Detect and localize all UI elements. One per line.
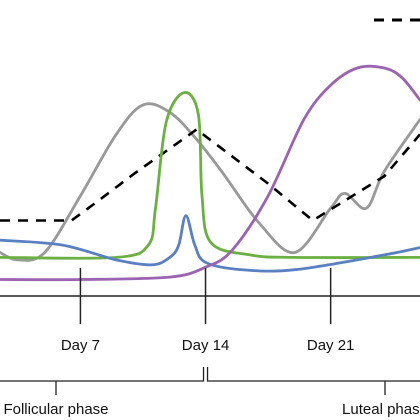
x-tick-label-2: Day 14 — [182, 337, 230, 354]
series-line-1 — [0, 102, 420, 262]
phase-bracket-2 — [206, 367, 420, 382]
series-layer — [0, 64, 420, 282]
phase-brackets: Follicular phase Luteal phase — [0, 367, 420, 418]
phase-label-2: Luteal phase — [342, 401, 420, 418]
series-line-2 — [0, 127, 420, 223]
x-tick-label-3: Day 21 — [307, 337, 355, 354]
x-tick-label-1: Day 7 — [61, 337, 100, 354]
series-line-3 — [0, 91, 420, 260]
phase-label-1: Follicular phase — [3, 401, 108, 418]
phase-bracket-1 — [0, 367, 205, 382]
series-line-5 — [0, 64, 420, 282]
x-axis-ticks: Day 7 Day 14 Day 21 — [61, 268, 355, 354]
series-line-4 — [0, 214, 420, 273]
